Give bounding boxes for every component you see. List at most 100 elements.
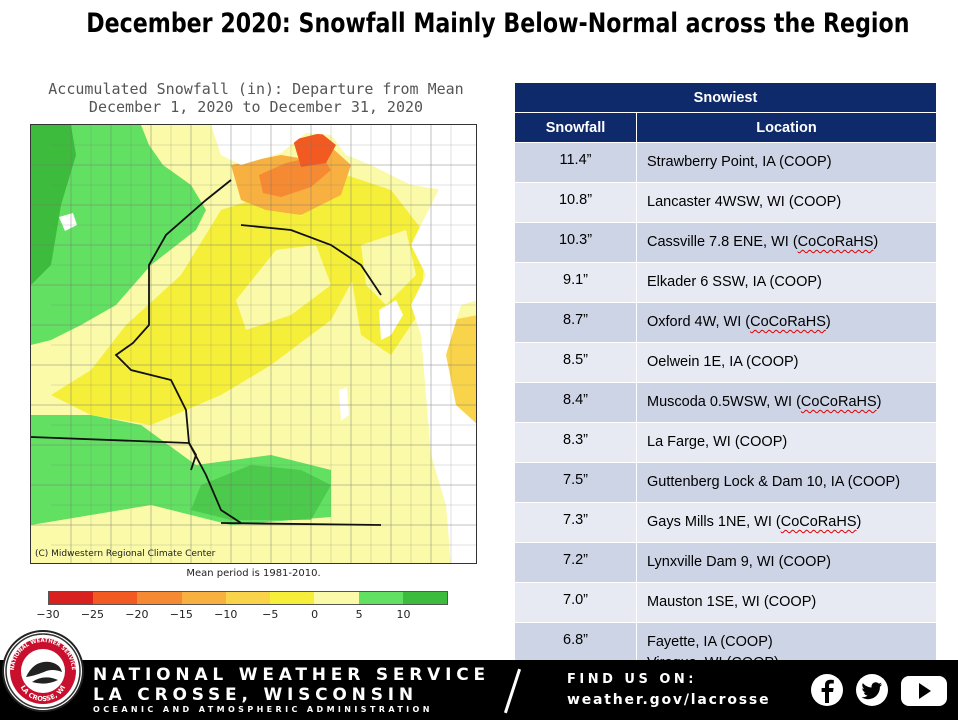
location-text: Oelwein 1E, IA (COOP) — [647, 354, 799, 370]
footer-parent-agency: OCEANIC AND ATMOSPHERIC ADMINISTRATION — [93, 705, 433, 714]
footer-agency-name: NATIONAL WEATHER SERVICE — [93, 665, 490, 685]
find-us-label: FIND US ON: — [567, 672, 697, 687]
legend-swatch — [225, 592, 271, 604]
legend-color-bar — [48, 591, 448, 605]
table-row: 11.4” Strawberry Point, IA (COOP) — [514, 142, 937, 183]
table-body: 11.4” Strawberry Point, IA (COOP) 10.8” Lan… — [514, 142, 937, 684]
snowfall-value: 7.5” — [514, 462, 637, 503]
snowiest-table: Snowiest Snowfall Location 11.4” Strawber… — [514, 82, 937, 684]
location-cell: Muscoda 0.5WSW, WI (CoCoRaHS) — [636, 382, 937, 423]
legend-tick-labels: −30 −25 −20 −15 −10 −5 0 5 10 — [36, 608, 448, 622]
location-cell: Lancaster 4WSW, WI (COOP) — [636, 182, 937, 223]
nws-logo-graphic: NATIONAL WEATHER SERVICE LA CROSSE, WI — [5, 633, 81, 709]
snowfall-value: 10.8” — [514, 182, 637, 223]
table-row: 7.3” Gays Mills 1NE, WI (CoCoRaHS) — [514, 502, 937, 543]
legend-swatch — [137, 592, 182, 604]
location-cell: Gays Mills 1NE, WI (CoCoRaHS) — [636, 502, 937, 543]
map-graphic — [31, 125, 476, 563]
legend-tick-label: −15 — [169, 608, 193, 621]
headline: December 2020: Snowfall Mainly Below-Nor… — [86, 8, 910, 39]
snowfall-value: 8.4” — [514, 382, 637, 423]
snowfall-value: 9.1” — [514, 262, 637, 303]
map-title-line1: Accumulated Snowfall (in): Departure fro… — [48, 80, 464, 98]
location-text: Gays Mills 1NE, WI ( — [647, 514, 781, 530]
location-cell: Oelwein 1E, IA (COOP) — [636, 342, 937, 383]
location-cell: La Farge, WI (COOP) — [636, 422, 937, 463]
table-row: 7.0” Mauston 1SE, WI (COOP) — [514, 582, 937, 623]
map-title: Accumulated Snowfall (in): Departure fro… — [30, 80, 482, 116]
snowfall-value: 11.4” — [514, 142, 637, 183]
location-cell: Guttenberg Lock & Dam 10, IA (COOP) — [636, 462, 937, 503]
snowfall-departure-map: (C) Midwestern Regional Climate Center — [30, 124, 477, 564]
table-row: 8.7” Oxford 4W, WI (CoCoRaHS) — [514, 302, 937, 343]
table-row: 9.1” Elkader 6 SSW, IA (COOP) — [514, 262, 937, 303]
location-text: CoCoRaHS — [780, 514, 857, 530]
snowfall-value: 8.3” — [514, 422, 637, 463]
legend-tick-label: 5 — [355, 608, 363, 621]
legend-tick-label: −20 — [125, 608, 149, 621]
mean-period-note: Mean period is 1981-2010. — [186, 568, 321, 579]
column-header-snowfall: Snowfall — [514, 112, 637, 143]
location-cell: Lynxville Dam 9, WI (COOP) — [636, 542, 937, 583]
location-text: ) — [825, 314, 831, 330]
location-text: Oxford 4W, WI ( — [647, 314, 751, 330]
snowfall-value: 8.5” — [514, 342, 637, 383]
youtube-icon[interactable] — [898, 672, 950, 708]
table-row: 8.3” La Farge, WI (COOP) — [514, 422, 937, 463]
legend-swatch — [93, 592, 138, 604]
snowfall-value: 7.0” — [514, 582, 637, 623]
snowfall-value: 8.7” — [514, 302, 637, 343]
map-credit: (C) Midwestern Regional Climate Center — [35, 549, 216, 559]
footer-bar — [0, 660, 958, 720]
legend-swatch — [181, 592, 226, 604]
nws-logo: NATIONAL WEATHER SERVICE LA CROSSE, WI — [2, 630, 84, 712]
legend-tick-label: −30 — [36, 608, 60, 621]
location-text: Guttenberg Lock & Dam 10, IA (COOP) — [647, 474, 901, 490]
location-cell: Elkader 6 SSW, IA (COOP) — [636, 262, 937, 303]
location-text: ) — [876, 394, 882, 410]
location-text: ) — [856, 514, 862, 530]
footer-office-name: LA CROSSE, WISCONSIN — [93, 685, 418, 705]
location-text: CoCoRaHS — [800, 394, 877, 410]
legend-tick-label: −25 — [80, 608, 105, 621]
location-text: ) — [873, 234, 879, 250]
location-text: CoCoRaHS — [750, 314, 826, 330]
legend-tick-label: 10 — [396, 608, 411, 621]
location-text: CoCoRaHS — [797, 234, 874, 250]
location-cell: Mauston 1SE, WI (COOP) — [636, 582, 937, 623]
location-text: Lynxville Dam 9, WI (COOP) — [647, 554, 831, 570]
location-text: Muscoda 0.5WSW, WI ( — [647, 394, 801, 410]
snowfall-value: 7.2” — [514, 542, 637, 583]
table-caption: Snowiest — [514, 82, 937, 113]
table-row: 8.5” Oelwein 1E, IA (COOP) — [514, 342, 937, 383]
legend-tick-label: −10 — [214, 608, 238, 621]
facebook-icon[interactable] — [808, 672, 846, 708]
location-cell: Strawberry Point, IA (COOP) — [636, 142, 937, 183]
table-row: 10.3” Cassville 7.8 ENE, WI (CoCoRaHS) — [514, 222, 937, 263]
table-row: 7.5” Guttenberg Lock & Dam 10, IA (COOP) — [514, 462, 937, 503]
location-text: Cassville 7.8 ENE, WI ( — [647, 234, 798, 250]
table-row: 7.2” Lynxville Dam 9, WI (COOP) — [514, 542, 937, 583]
legend-swatch — [402, 592, 447, 604]
location-cell: Cassville 7.8 ENE, WI (CoCoRaHS) — [636, 222, 937, 263]
location-text: Fayette, IA (COOP) — [647, 634, 773, 650]
twitter-icon[interactable] — [853, 672, 891, 708]
snowfall-value: 10.3” — [514, 222, 637, 263]
legend-tick-label: 0 — [311, 608, 319, 621]
legend-swatch — [270, 592, 315, 604]
location-text: Lancaster 4WSW, WI (COOP) — [647, 194, 842, 210]
table-row: 8.4” Muscoda 0.5WSW, WI (CoCoRaHS) — [514, 382, 937, 423]
column-header-location: Location — [636, 112, 937, 143]
website-link[interactable]: weather.gov/lacrosse — [567, 692, 771, 708]
legend-swatch — [314, 592, 359, 604]
location-text: Mauston 1SE, WI (COOP) — [647, 594, 817, 610]
legend-swatch — [358, 592, 403, 604]
location-text: Strawberry Point, IA (COOP) — [647, 154, 832, 170]
snowfall-value: 7.3” — [514, 502, 637, 543]
table-row: 10.8” Lancaster 4WSW, WI (COOP) — [514, 182, 937, 223]
map-title-line2: December 1, 2020 to December 31, 2020 — [88, 98, 424, 116]
location-text: La Farge, WI (COOP) — [647, 434, 788, 450]
location-text: Elkader 6 SSW, IA (COOP) — [647, 274, 822, 290]
location-cell: Oxford 4W, WI (CoCoRaHS) — [636, 302, 937, 343]
legend-tick-label: −5 — [262, 608, 279, 621]
